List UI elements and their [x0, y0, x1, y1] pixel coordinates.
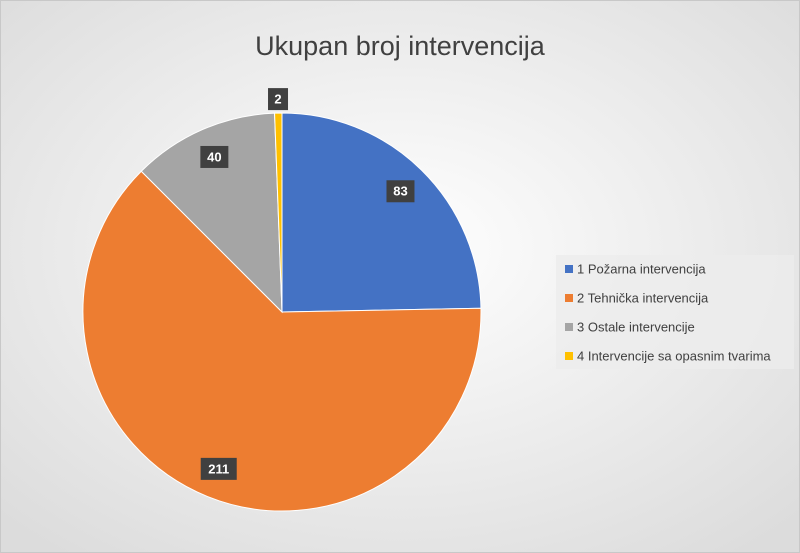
data-label-box — [268, 88, 289, 111]
legend-swatch — [565, 352, 573, 360]
data-label: 2 — [274, 92, 281, 107]
legend-swatch — [565, 265, 573, 273]
legend-swatch — [565, 323, 573, 331]
data-label-box — [200, 145, 229, 168]
pie-slice — [274, 112, 283, 313]
data-label: 40 — [207, 149, 221, 164]
legend-label: 1 Požarna intervencija — [577, 261, 706, 276]
pie-slice — [140, 112, 283, 314]
data-label: 211 — [208, 461, 229, 476]
pie-slice — [82, 170, 482, 512]
legend-label: 3 Ostale intervencije — [577, 319, 695, 334]
data-label-box — [200, 457, 237, 480]
data-label: 83 — [393, 184, 407, 199]
data-label-box — [386, 180, 415, 203]
pie-slice — [281, 112, 482, 313]
legend-label: 2 Tehnička intervencija — [577, 290, 709, 305]
legend-swatch — [565, 294, 573, 302]
legend-label: 4 Intervencije sa opasnim tvarima — [577, 348, 771, 363]
chart-title: Ukupan broj intervencija — [255, 31, 546, 61]
legend-box — [556, 255, 794, 369]
